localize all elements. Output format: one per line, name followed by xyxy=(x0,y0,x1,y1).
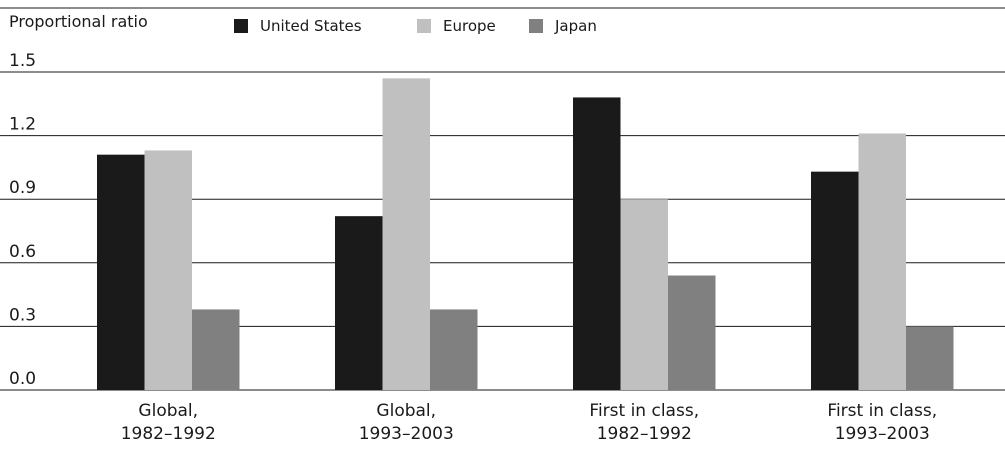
category-label: 1993–2003 xyxy=(835,424,930,444)
bar-united-states-3 xyxy=(811,171,859,390)
category-label: 1993–2003 xyxy=(359,424,454,444)
x-tick-labels: Global, 1982–1992 Global, 1993–2003 First in… xyxy=(121,401,937,444)
y-axis-label: Proportional ratio xyxy=(9,12,148,31)
bar-united-states-2 xyxy=(573,97,621,390)
bars xyxy=(97,78,954,391)
legend: United States Europe Japan xyxy=(234,17,597,35)
bar-united-states-1 xyxy=(335,216,383,390)
category-label: Global, xyxy=(138,401,198,421)
bar-japan-2 xyxy=(668,275,716,390)
legend-swatch xyxy=(234,19,248,33)
legend-swatch xyxy=(417,19,431,33)
category-label: First in class, xyxy=(827,401,937,421)
category-label: 1982–1992 xyxy=(597,424,692,444)
y-tick-label: 0.3 xyxy=(9,305,36,325)
legend-label: Europe xyxy=(443,17,496,35)
legend-swatch xyxy=(529,19,543,33)
bar-europe-2 xyxy=(620,199,668,390)
bar-europe-1 xyxy=(382,78,430,391)
bar-europe-3 xyxy=(858,133,906,391)
bar-japan-0 xyxy=(192,309,240,390)
y-tick-label: 0.6 xyxy=(9,242,36,262)
bar-europe-0 xyxy=(144,150,192,390)
category-label: First in class, xyxy=(589,401,699,421)
legend-label: Japan xyxy=(554,17,597,35)
bar-japan-1 xyxy=(430,309,478,390)
category-label: 1982–1992 xyxy=(121,424,216,444)
bar-united-states-0 xyxy=(97,154,145,390)
y-tick-label: 1.2 xyxy=(9,115,36,135)
y-tick-label: 0.0 xyxy=(9,369,36,389)
y-tick-label: 1.5 xyxy=(9,51,36,71)
category-label: Global, xyxy=(376,401,436,421)
bar-japan-3 xyxy=(906,326,954,390)
legend-label: United States xyxy=(260,17,362,35)
y-tick-labels: 0.0 0.3 0.6 0.9 1.2 1.5 xyxy=(9,51,36,389)
y-tick-label: 0.9 xyxy=(9,178,36,198)
